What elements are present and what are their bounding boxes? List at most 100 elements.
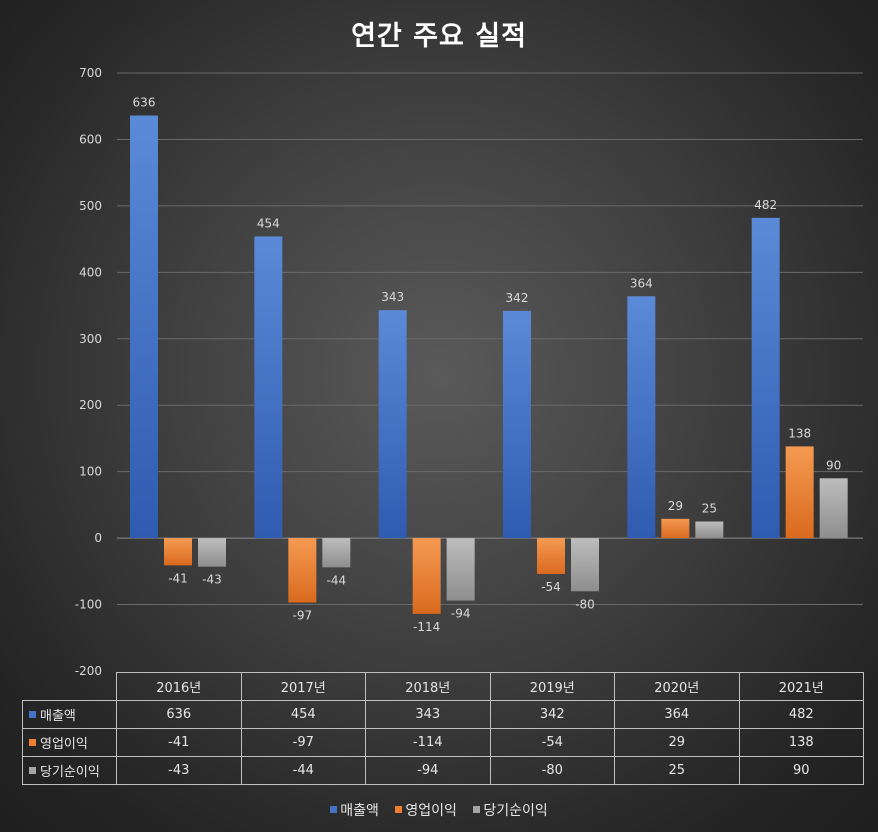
- table-header-cell: 2016년: [116, 672, 242, 701]
- bar: [695, 521, 724, 539]
- y-tick-label: 100: [79, 465, 102, 479]
- y-tick-label: 600: [79, 132, 102, 146]
- table-cell: 482: [738, 700, 864, 729]
- data-label: -94: [451, 607, 471, 621]
- table-row-header: 영업이익: [22, 728, 117, 757]
- data-label: 90: [826, 458, 841, 472]
- data-label: -114: [413, 620, 440, 634]
- table-cell: 90: [738, 756, 864, 785]
- table-cell: -114: [365, 728, 491, 757]
- legend-swatch: [395, 806, 403, 813]
- y-tick-label: 700: [79, 66, 102, 80]
- table-cell: -94: [365, 756, 491, 785]
- data-label: -80: [575, 597, 595, 611]
- data-label: 454: [257, 216, 280, 230]
- table-cell: -54: [489, 728, 615, 757]
- data-label: -41: [168, 571, 188, 585]
- bar: [751, 217, 780, 539]
- data-labels: 636 -41 -43 454 -97 -44 343 -114 -94 342 -54 -80 364…: [133, 96, 842, 634]
- bar: [785, 446, 814, 539]
- bar: [661, 518, 690, 539]
- series-swatch: [29, 767, 36, 774]
- table-cell: 636: [116, 700, 242, 729]
- table-row-header: 당기순이익: [22, 756, 117, 785]
- bars: [130, 115, 848, 614]
- gridlines: [117, 72, 863, 606]
- bar: [378, 310, 407, 539]
- data-label: 636: [133, 96, 156, 110]
- series-swatch: [29, 711, 36, 718]
- chart-title: 연간 주요 실적: [351, 21, 527, 52]
- data-label: 29: [668, 499, 683, 513]
- data-label: -43: [202, 573, 222, 587]
- data-label: 482: [754, 198, 777, 212]
- table-header-cell: 2017년: [240, 672, 366, 701]
- table-cell: -44: [240, 756, 366, 785]
- y-tick-label: -100: [75, 598, 102, 612]
- table-row: 당기순이익 -43 -44 -94 -80 25 90: [22, 756, 864, 785]
- table-cell: -41: [116, 728, 242, 757]
- table-cell: 342: [489, 700, 615, 729]
- table-header-cell: 2020년: [614, 672, 740, 701]
- bar: [198, 538, 226, 567]
- table-cell: 138: [738, 728, 864, 757]
- data-table: 2016년 2017년 2018년 2019년 2020년 2021년 매출액 …: [22, 672, 864, 785]
- data-label: 342: [506, 291, 529, 305]
- data-label: -44: [327, 573, 347, 587]
- table-cell: -43: [116, 756, 242, 785]
- legend-label: 매출액: [340, 803, 379, 819]
- bar: [571, 538, 599, 592]
- legend-label: 영업이익: [405, 803, 457, 819]
- series-name: 매출액: [40, 709, 76, 724]
- bar: [503, 310, 531, 539]
- data-label: -54: [541, 580, 561, 594]
- legend-item: 영업이익: [395, 800, 457, 820]
- table-cell: 454: [240, 700, 366, 729]
- legend-label: 당기순이익: [483, 803, 548, 819]
- legend-item: 당기순이익: [473, 800, 548, 820]
- series-name: 영업이익: [40, 737, 88, 752]
- bar: [446, 538, 475, 601]
- table-header-cell: 2021년: [738, 672, 864, 701]
- bar: [537, 538, 565, 574]
- data-label: 364: [630, 276, 653, 290]
- data-label: 138: [788, 426, 811, 440]
- legend-item: 매출액: [330, 800, 379, 820]
- table-cell: 343: [365, 700, 491, 729]
- table-row: 영업이익 -41 -97 -114 -54 29 138: [22, 728, 864, 757]
- table-header-cell: 2018년: [365, 672, 491, 701]
- bar: [412, 538, 441, 614]
- bar: [130, 115, 158, 539]
- series-name: 당기순이익: [40, 765, 100, 780]
- y-tick-label: 500: [79, 199, 102, 213]
- y-tick-label: 0: [94, 531, 102, 545]
- y-tick-label: 400: [79, 265, 102, 279]
- table-header-cell: 2019년: [489, 672, 615, 701]
- bar: [254, 236, 283, 539]
- table-row-header: 매출액: [22, 700, 117, 729]
- table-header-row: 2016년 2017년 2018년 2019년 2020년 2021년: [22, 672, 864, 701]
- bar: [819, 478, 848, 539]
- bar: [288, 538, 317, 603]
- legend-swatch: [473, 806, 481, 813]
- data-label: 343: [381, 290, 404, 304]
- y-tick-label: 300: [79, 332, 102, 346]
- table-cell: -80: [489, 756, 615, 785]
- table-cell: 364: [614, 700, 740, 729]
- table-cell: -97: [240, 728, 366, 757]
- series-swatch: [29, 739, 36, 746]
- legend: 매출액 영업이익 당기순이익: [0, 800, 878, 820]
- y-tick-label: 200: [79, 398, 102, 412]
- data-label: -97: [293, 609, 313, 623]
- legend-swatch: [330, 806, 338, 813]
- bar: [322, 538, 351, 568]
- table-corner: [22, 672, 117, 701]
- bar: [627, 296, 656, 539]
- data-label: 25: [702, 502, 717, 516]
- table-cell: 29: [614, 728, 740, 757]
- table-row: 매출액 636 454 343 342 364 482: [22, 700, 864, 729]
- bar: [164, 538, 192, 566]
- table-cell: 25: [614, 756, 740, 785]
